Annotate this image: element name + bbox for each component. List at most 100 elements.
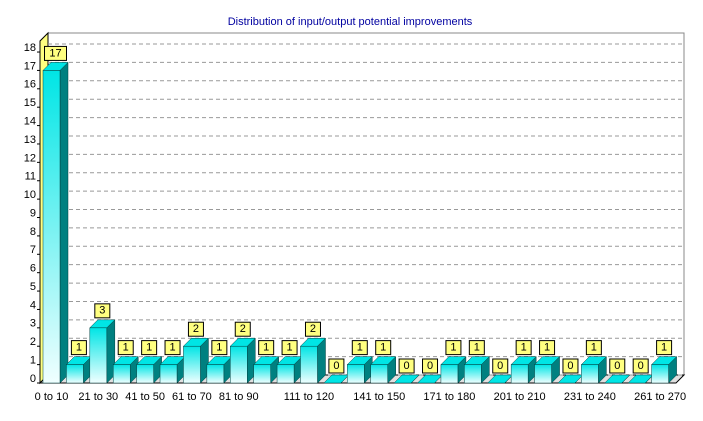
value-label-box [609,358,626,374]
value-label: 0 [638,360,644,372]
y-tick-label: 13 [24,134,36,146]
bar [112,364,131,384]
y-tick-label: 7 [30,244,36,256]
y-tick-label: 8 [30,226,36,238]
bar-side [59,61,69,384]
y-tick-label: 10 [24,189,36,201]
value-label: 1 [591,342,597,354]
value-label: 0 [333,360,339,372]
value-label: 1 [123,342,129,354]
bar-top [604,374,631,384]
value-label-box [585,340,602,356]
x-tick-label: 231 to 240 [564,391,616,403]
value-label-box [44,45,67,61]
x-tick-label: 0 to 10 [35,391,69,403]
bar [89,327,108,384]
value-label-box [539,340,556,356]
value-label: 1 [76,342,82,354]
value-label-box [141,340,158,356]
bar-top [393,374,420,384]
value-label-box [562,358,579,374]
value-label: 1 [450,342,456,354]
x-tick-label: 171 to 180 [423,391,475,403]
value-label: 1 [263,342,269,354]
value-label: 0 [567,360,573,372]
y-tick-label: 4 [30,299,36,311]
value-label: 1 [544,342,550,354]
bar [300,345,318,384]
y-tick-label: 17 [24,60,36,72]
value-label-box [398,358,415,374]
value-label-box [304,321,321,337]
value-label-box [375,340,392,356]
bar [206,364,225,384]
value-label-box [70,340,87,356]
value-label-box [515,340,532,356]
value-label-box [445,340,462,356]
bar [581,364,599,384]
value-label-box [234,321,251,337]
y-tick-label: 9 [30,207,36,219]
value-label-box [351,340,368,356]
y-tick-label: 12 [24,152,36,164]
bar [183,345,201,384]
bar [347,364,365,384]
y-tick-label: 6 [30,263,36,275]
value-label: 1 [661,342,667,354]
value-label-box [328,358,345,374]
back-wall [47,32,685,376]
value-label-box [117,340,134,356]
value-label: 0 [427,360,433,372]
bar [253,364,271,384]
bar [464,364,482,384]
value-label: 17 [49,47,61,59]
y-tick-label: 0 [30,373,36,385]
value-label-box [258,340,275,356]
x-tick-label: 201 to 210 [494,391,546,403]
bar [276,364,295,384]
y-tick-label: 11 [25,171,36,183]
bar [510,364,529,384]
x-tick-label: 141 to 150 [353,391,405,403]
value-label-box [211,340,228,356]
x-tick-label: 61 to 70 [172,391,212,403]
value-label: 1 [380,342,386,354]
y-tick-label: 16 [24,79,36,91]
bar [651,364,669,384]
value-label: 1 [287,342,293,354]
value-label: 1 [146,342,152,354]
x-tick-label: 81 to 90 [219,391,259,403]
bar [42,70,61,384]
value-label-box [656,340,673,356]
bar [136,364,154,384]
value-label: 1 [357,342,363,354]
value-label-box [164,340,181,356]
value-label-box [632,358,649,374]
bar [440,364,459,384]
x-tick-label: 21 to 30 [78,391,118,403]
bar [370,364,388,384]
value-label: 2 [240,323,246,335]
y-tick-label: 15 [24,97,36,109]
value-label-box [422,358,439,374]
value-label-box [492,358,509,374]
value-label: 3 [99,305,105,317]
y-tick-label: 2 [30,336,36,348]
y-tick-label: 5 [30,281,36,293]
y-tick-label: 14 [24,115,36,127]
value-label-box [94,303,111,319]
bar [159,364,178,384]
value-label-box [187,321,204,337]
x-tick-label: 111 to 120 [284,391,334,403]
y-tick-label: 18 [24,42,36,54]
value-label: 2 [193,323,199,335]
x-tick-label: 261 to 270 [634,391,686,403]
value-label: 1 [474,342,480,354]
bar [66,364,84,384]
x-tick-label: 41 to 50 [125,391,165,403]
value-label: 0 [614,360,620,372]
value-label: 2 [310,323,316,335]
value-label: 1 [521,342,527,354]
